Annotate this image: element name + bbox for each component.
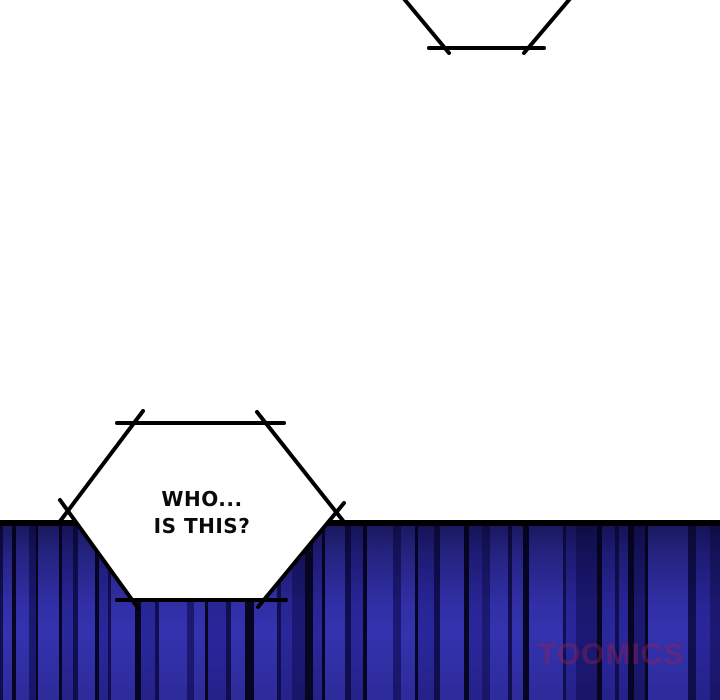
speech-line-2: IS THIS? [153, 514, 251, 538]
toomics-watermark: TOOMICS [538, 638, 685, 671]
top-bubble-right-edge [522, 0, 572, 55]
striped-background-panel: TOOMICS [0, 520, 720, 700]
stripe-background [0, 526, 720, 700]
speech-line-1: WHO... [161, 487, 243, 511]
top-bubble-fill [404, 0, 569, 47]
top-bubble-left-edge [402, 0, 451, 55]
main-bubble-upper-right-edge [255, 410, 346, 524]
speech-text: WHO... IS THIS? [154, 486, 251, 540]
main-bubble-upper-left-edge [56, 409, 145, 526]
top-speech-bubble [402, 0, 572, 55]
